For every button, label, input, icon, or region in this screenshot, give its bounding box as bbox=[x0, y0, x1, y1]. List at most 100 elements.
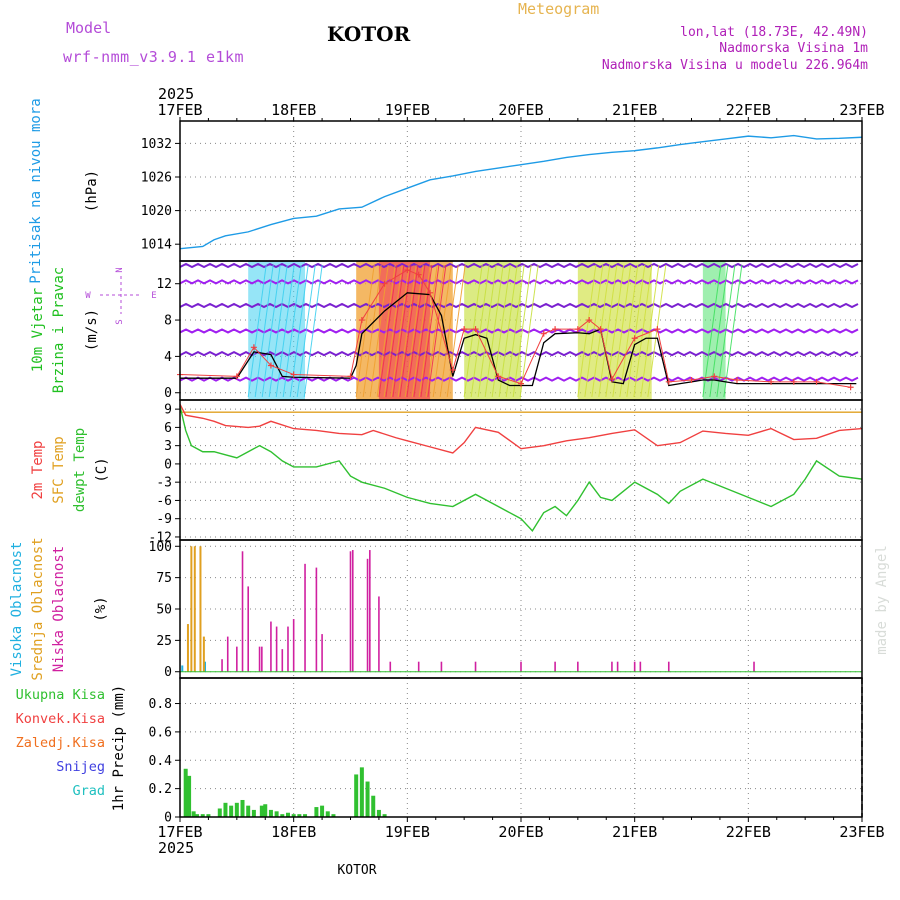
wind-gust-marker bbox=[250, 344, 257, 351]
bottom-year-label: 2025 bbox=[158, 839, 194, 857]
precip-bar bbox=[217, 808, 222, 817]
precip-bar bbox=[365, 781, 370, 817]
wind-gust-marker bbox=[608, 376, 615, 383]
wind-barb bbox=[404, 264, 424, 398]
top-date-tick-label: 23FEB bbox=[839, 101, 884, 119]
low-cloud-bar bbox=[554, 661, 556, 672]
pressure-ytick-label: 1014 bbox=[141, 238, 172, 253]
precip-bar bbox=[280, 814, 285, 817]
low-cloud-bar bbox=[321, 634, 323, 672]
bottom-date-tick-label: 19FEB bbox=[385, 823, 430, 841]
pressure-axis-title: Pritisak na nivou mora bbox=[28, 98, 44, 283]
bottom-date-tick-label: 21FEB bbox=[612, 823, 657, 841]
model-elevation-info: Nadmorska Visina u modelu 226.964m bbox=[601, 58, 868, 73]
wind-gust-marker bbox=[586, 317, 593, 324]
low-cloud-bar bbox=[577, 661, 579, 672]
precip-bar bbox=[320, 805, 325, 817]
temperature-ytick-label: 6 bbox=[164, 421, 172, 436]
wind-barb bbox=[491, 264, 511, 398]
wind-gust-marker bbox=[733, 377, 740, 384]
wind-barb bbox=[605, 264, 625, 398]
wind-barb bbox=[397, 264, 417, 398]
precip-ytick-label: 0.6 bbox=[149, 725, 172, 740]
precip-bar bbox=[285, 812, 290, 817]
wind-barb bbox=[484, 264, 504, 398]
wind-barb bbox=[282, 264, 302, 398]
top-date-tick-label: 19FEB bbox=[385, 101, 430, 119]
wind-gust-marker bbox=[461, 326, 468, 333]
wind-barb bbox=[406, 264, 426, 398]
wind-gust-marker bbox=[290, 371, 297, 378]
pressure-ytick-label: 1020 bbox=[141, 204, 172, 219]
low-cloud-bar bbox=[639, 661, 642, 672]
wind-gust-marker bbox=[654, 326, 661, 333]
low-cloud-bar bbox=[520, 661, 522, 672]
precip-bar bbox=[234, 802, 239, 817]
precip-bar bbox=[325, 811, 330, 817]
temperature-ytick-label: -3 bbox=[156, 476, 172, 491]
wind-gust-marker bbox=[552, 326, 559, 333]
precip-bar bbox=[183, 768, 188, 817]
cloud-ytick-label: 100 bbox=[149, 540, 172, 555]
wind-barb bbox=[709, 264, 729, 398]
pressure-line bbox=[179, 134, 863, 250]
wind-barb bbox=[612, 264, 632, 398]
wind-gust-marker bbox=[688, 377, 695, 384]
temperature-ytick-label: -9 bbox=[156, 512, 172, 527]
wind-gust-marker bbox=[381, 280, 388, 287]
low-cloud-bar bbox=[440, 661, 443, 672]
wind-barb bbox=[362, 264, 382, 398]
wind-barb bbox=[420, 264, 440, 398]
precip-bar bbox=[263, 804, 268, 817]
wind-barb bbox=[418, 264, 438, 398]
wind-barb bbox=[512, 264, 532, 398]
wind-barb bbox=[477, 264, 497, 398]
cloud-unit-label: (%) bbox=[93, 596, 109, 621]
top-year-label: 2025 bbox=[158, 85, 194, 103]
wind-gust-marker bbox=[267, 362, 274, 369]
high-cloud-bar bbox=[204, 661, 207, 672]
wind-gust-marker bbox=[449, 367, 456, 374]
temperature-ytick-label: -12 bbox=[149, 530, 172, 545]
wind-barb bbox=[385, 264, 405, 398]
low-cloud-bar bbox=[241, 551, 244, 672]
wind-barb bbox=[399, 264, 419, 398]
wind-barb bbox=[254, 264, 274, 398]
wind-gust-marker bbox=[358, 317, 365, 324]
wind-barb bbox=[413, 264, 433, 398]
low-cloud-bar bbox=[351, 550, 354, 672]
wind-barb bbox=[716, 264, 736, 398]
wind-gust-marker bbox=[347, 373, 354, 380]
low-cloud-bar bbox=[261, 646, 263, 672]
precip-bar bbox=[251, 809, 256, 817]
credit-watermark: made by Angel bbox=[874, 545, 890, 655]
wind-gust-marker bbox=[540, 330, 547, 337]
wind-barb bbox=[390, 264, 410, 398]
precip-ytick-label: 0 bbox=[164, 811, 172, 826]
wind-gust-marker bbox=[665, 378, 672, 385]
wind-gust-marker bbox=[233, 373, 240, 380]
wind-ytick-label: 4 bbox=[164, 350, 172, 365]
wind-barb bbox=[619, 264, 639, 398]
bottom-date-tick-label: 18FEB bbox=[271, 823, 316, 841]
precip-legend-label: Zaledj.Kisa bbox=[16, 735, 105, 751]
model-name: wrf-nmm_v3.9.1 e1km bbox=[63, 48, 245, 66]
low-cloud-bar bbox=[349, 551, 352, 672]
wind-barb bbox=[640, 264, 660, 398]
wind-barb bbox=[598, 264, 618, 398]
top-date-tick-label: 17FEB bbox=[157, 101, 202, 119]
low-cloud-bar bbox=[369, 550, 371, 672]
precip-legend-label: Grad bbox=[72, 783, 105, 799]
wind-barb bbox=[723, 264, 743, 398]
low-cloud-bar bbox=[258, 646, 261, 672]
wind-gust-marker bbox=[631, 335, 638, 342]
precip-legend-label: Snijeg bbox=[56, 759, 105, 775]
wind-gust-marker bbox=[427, 289, 434, 296]
precip-bar bbox=[291, 814, 296, 817]
mid-cloud-bar bbox=[186, 624, 189, 672]
wind-barb bbox=[584, 264, 604, 398]
precip-bar bbox=[297, 814, 302, 817]
station-title: KOTOR bbox=[327, 22, 411, 46]
pressure-ytick-label: 1026 bbox=[141, 171, 172, 186]
wind-barb bbox=[378, 264, 398, 398]
